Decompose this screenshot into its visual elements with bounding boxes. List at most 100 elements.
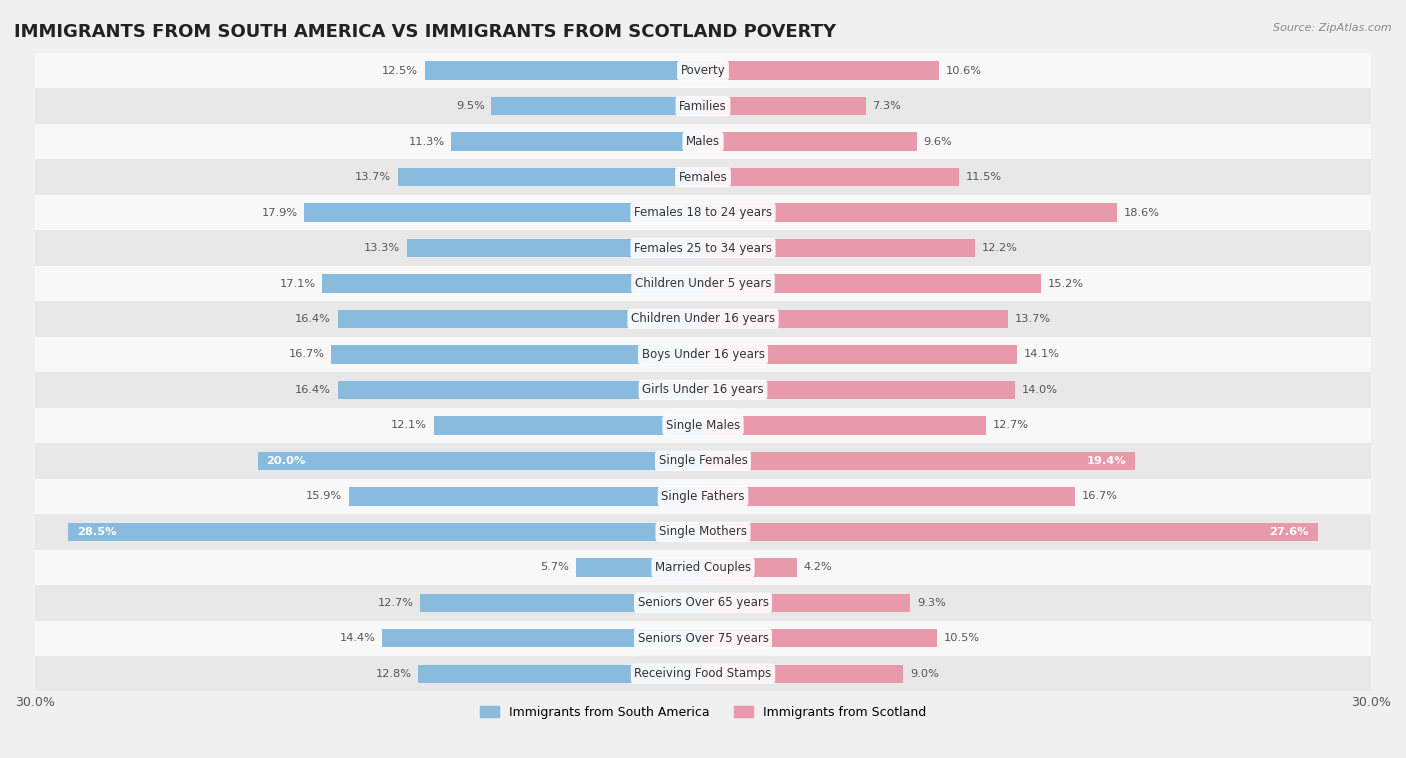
Text: 13.7%: 13.7% (1015, 314, 1050, 324)
Bar (257, 452, 703, 470)
Text: 16.4%: 16.4% (295, 314, 330, 324)
Text: Single Fathers: Single Fathers (661, 490, 745, 503)
Text: Females 25 to 34 years: Females 25 to 34 years (634, 242, 772, 255)
Bar (398, 168, 703, 186)
Bar (576, 558, 703, 577)
Text: Single Females: Single Females (658, 454, 748, 468)
Bar (703, 97, 866, 115)
Bar (337, 310, 703, 328)
Text: 14.4%: 14.4% (340, 633, 375, 644)
Text: Receiving Food Stamps: Receiving Food Stamps (634, 667, 772, 680)
Text: 12.2%: 12.2% (981, 243, 1017, 253)
Bar (703, 665, 904, 683)
Bar (35, 408, 1371, 443)
Text: 20.0%: 20.0% (267, 456, 307, 466)
Text: 16.4%: 16.4% (295, 385, 330, 395)
Bar (703, 594, 910, 612)
Bar (703, 310, 1008, 328)
Text: 4.2%: 4.2% (803, 562, 832, 572)
Text: Females 18 to 24 years: Females 18 to 24 years (634, 206, 772, 219)
Bar (322, 274, 703, 293)
Bar (420, 594, 703, 612)
Bar (703, 522, 1317, 541)
Bar (35, 550, 1371, 585)
Text: 16.7%: 16.7% (1081, 491, 1118, 501)
Text: Single Mothers: Single Mothers (659, 525, 747, 538)
Bar (382, 629, 703, 647)
Bar (703, 133, 917, 151)
Bar (35, 478, 1371, 514)
Text: 9.5%: 9.5% (456, 101, 485, 111)
Text: 13.7%: 13.7% (356, 172, 391, 182)
Text: 28.5%: 28.5% (77, 527, 117, 537)
Text: Married Couples: Married Couples (655, 561, 751, 574)
Text: Children Under 5 years: Children Under 5 years (634, 277, 772, 290)
Bar (703, 239, 974, 257)
Bar (703, 61, 939, 80)
Bar (35, 124, 1371, 159)
Bar (35, 266, 1371, 301)
Bar (703, 345, 1017, 364)
Text: 5.7%: 5.7% (540, 562, 569, 572)
Bar (703, 416, 986, 434)
Bar (330, 345, 703, 364)
Bar (35, 656, 1371, 691)
Bar (703, 203, 1118, 222)
Bar (703, 381, 1015, 399)
Legend: Immigrants from South America, Immigrants from Scotland: Immigrants from South America, Immigrant… (475, 700, 931, 724)
Text: 12.7%: 12.7% (377, 598, 413, 608)
Bar (304, 203, 703, 222)
Bar (703, 452, 1135, 470)
Text: Females: Females (679, 171, 727, 183)
Text: 14.0%: 14.0% (1021, 385, 1057, 395)
Text: 17.9%: 17.9% (262, 208, 298, 218)
Bar (349, 487, 703, 506)
Bar (69, 522, 703, 541)
Text: 10.5%: 10.5% (943, 633, 980, 644)
Bar (35, 372, 1371, 408)
Text: 12.1%: 12.1% (391, 421, 427, 431)
Text: Males: Males (686, 135, 720, 148)
Bar (35, 159, 1371, 195)
Text: 12.7%: 12.7% (993, 421, 1029, 431)
Bar (451, 133, 703, 151)
Text: IMMIGRANTS FROM SOUTH AMERICA VS IMMIGRANTS FROM SCOTLAND POVERTY: IMMIGRANTS FROM SOUTH AMERICA VS IMMIGRA… (14, 23, 837, 41)
Bar (35, 230, 1371, 266)
Text: 15.9%: 15.9% (307, 491, 342, 501)
Text: 9.0%: 9.0% (910, 669, 939, 678)
Text: 13.3%: 13.3% (364, 243, 401, 253)
Text: 16.7%: 16.7% (288, 349, 325, 359)
Bar (492, 97, 703, 115)
Text: 9.6%: 9.6% (924, 136, 952, 146)
Bar (703, 629, 936, 647)
Bar (35, 621, 1371, 656)
Bar (35, 585, 1371, 621)
Text: Single Males: Single Males (666, 419, 740, 432)
Bar (418, 665, 703, 683)
Text: 17.1%: 17.1% (280, 278, 315, 289)
Bar (703, 168, 959, 186)
Text: Poverty: Poverty (681, 64, 725, 77)
Text: Boys Under 16 years: Boys Under 16 years (641, 348, 765, 361)
Text: 12.8%: 12.8% (375, 669, 412, 678)
Text: Source: ZipAtlas.com: Source: ZipAtlas.com (1274, 23, 1392, 33)
Bar (35, 443, 1371, 478)
Bar (425, 61, 703, 80)
Text: Girls Under 16 years: Girls Under 16 years (643, 384, 763, 396)
Text: Seniors Over 75 years: Seniors Over 75 years (637, 631, 769, 645)
Text: 10.6%: 10.6% (946, 66, 981, 76)
Bar (35, 89, 1371, 124)
Bar (703, 274, 1042, 293)
Text: 14.1%: 14.1% (1024, 349, 1060, 359)
Text: 18.6%: 18.6% (1123, 208, 1160, 218)
Bar (35, 337, 1371, 372)
Bar (703, 558, 797, 577)
Bar (337, 381, 703, 399)
Text: Children Under 16 years: Children Under 16 years (631, 312, 775, 325)
Bar (35, 195, 1371, 230)
Text: 11.3%: 11.3% (409, 136, 444, 146)
Text: 9.3%: 9.3% (917, 598, 946, 608)
Bar (35, 514, 1371, 550)
Bar (433, 416, 703, 434)
Bar (703, 487, 1076, 506)
